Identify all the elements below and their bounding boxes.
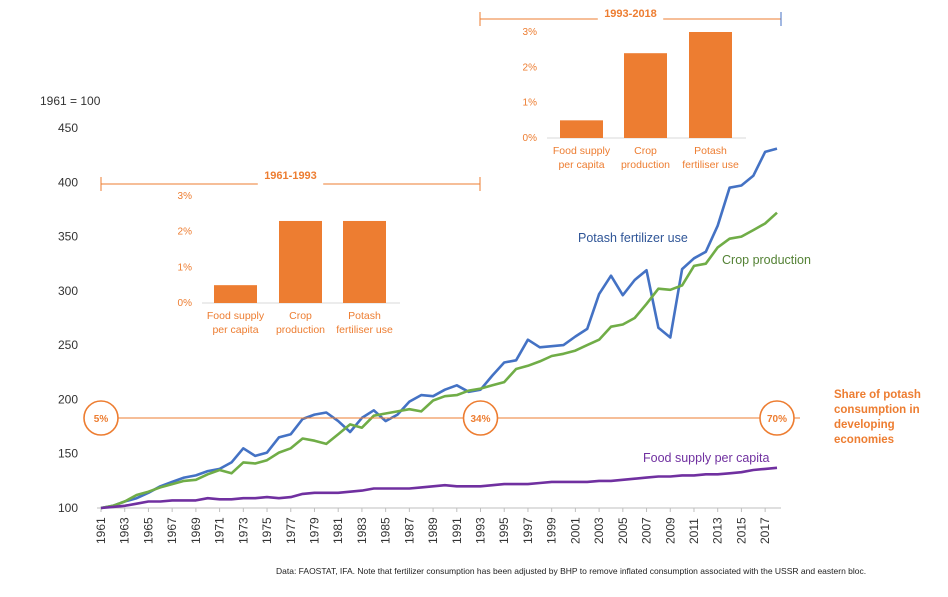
inset-bar <box>279 220 322 303</box>
inset-bar-label: Potash <box>694 145 727 157</box>
share-marker-label: 70% <box>767 414 787 425</box>
food-series-label: Food supply per capita <box>643 451 770 465</box>
share-marker-circle <box>462 400 499 436</box>
inset-bar-label: per capita <box>558 159 604 171</box>
x-tick-label: 1967 <box>165 517 179 544</box>
y-tick-label: 400 <box>58 175 78 189</box>
y-tick-label: 200 <box>58 392 78 406</box>
share-label: Share of potash <box>834 389 921 401</box>
share-label: consumption in <box>834 404 920 416</box>
food-supply-line <box>100 466 778 510</box>
inset-title-bg <box>597 10 664 24</box>
inset-bar-label: fertiliser use <box>336 324 393 336</box>
x-tick-label: 2015 <box>734 517 748 544</box>
y-tick-label: 350 <box>58 230 78 244</box>
x-tick-label: 1983 <box>355 517 369 544</box>
source-note: Data: FAOSTAT, IFA. Note that fertilizer… <box>276 566 867 576</box>
x-tick-label: 2017 <box>758 517 772 544</box>
x-tick-label: 1975 <box>260 517 274 544</box>
x-tick-label: 2005 <box>616 517 630 544</box>
inset-y-tick: 3% <box>178 191 193 202</box>
crop-production-line <box>100 211 778 510</box>
share-marker-circle <box>759 400 795 436</box>
y-axis-label: 1961 = 100 <box>40 94 101 108</box>
inset-y-tick: 1% <box>523 98 538 109</box>
inset-bar-label: Crop <box>289 310 312 322</box>
potash-series-label: Potash fertilizer use <box>578 231 688 245</box>
x-tick-label: 1985 <box>379 517 393 544</box>
share-label: developing <box>834 419 895 431</box>
inset-bar-label: per capita <box>212 324 258 336</box>
inset-bar <box>343 220 386 303</box>
inset-bar-label: Food supply <box>207 310 265 322</box>
share-marker-label: 34% <box>471 414 491 425</box>
inset-y-tick: 2% <box>523 62 538 73</box>
x-tick-label: 1993 <box>474 517 488 544</box>
inset-bar-label: Potash <box>348 310 381 322</box>
y-tick-label: 100 <box>58 501 78 515</box>
x-tick-label: 1961 <box>94 517 108 544</box>
inset-bar <box>689 32 732 138</box>
x-tick-label: 1997 <box>521 517 535 544</box>
inset-bar-label: Crop <box>634 145 657 157</box>
x-tick-label: 2001 <box>568 517 582 544</box>
x-tick-label: 1981 <box>331 517 345 544</box>
inset-title: 1961-1993 <box>264 170 317 182</box>
x-tick-label: 1987 <box>402 517 416 544</box>
y-tick-label: 450 <box>58 121 78 135</box>
inset-bar <box>560 120 603 138</box>
share-marker-label: 5% <box>94 414 109 425</box>
x-tick-label: 2009 <box>663 517 677 544</box>
x-tick-label: 2011 <box>687 518 701 544</box>
inset-bar-label: fertiliser use <box>682 159 739 171</box>
y-tick-label: 300 <box>58 284 78 298</box>
x-tick-label: 1969 <box>189 517 203 544</box>
x-tick-label: 2003 <box>592 517 606 544</box>
inset-y-tick: 0% <box>178 298 193 309</box>
inset-title-bg <box>257 175 324 189</box>
inset-bar-label: production <box>621 159 670 171</box>
crop-series-label: Crop production <box>722 253 811 267</box>
x-tick-label: 1977 <box>284 517 298 544</box>
x-tick-label: 1979 <box>307 517 321 544</box>
x-tick-label: 1991 <box>450 517 464 544</box>
x-tick-label: 1971 <box>213 517 227 544</box>
inset-y-tick: 0% <box>523 133 538 144</box>
inset-bar <box>624 53 667 139</box>
x-tick-label: 1995 <box>497 517 511 544</box>
inset-y-tick: 2% <box>178 227 193 238</box>
y-tick-label: 250 <box>58 338 78 352</box>
x-tick-label: 1965 <box>141 517 155 544</box>
inset-bar-label: production <box>276 324 325 336</box>
x-tick-label: 1963 <box>118 517 132 544</box>
inset-y-tick: 3% <box>523 27 538 38</box>
inset-bar-label: Food supply <box>553 145 611 157</box>
inset-bar <box>214 285 257 303</box>
potash-fertilizer-line <box>100 147 778 510</box>
x-tick-label: 2007 <box>640 517 654 544</box>
share-marker-circle <box>83 400 119 436</box>
x-tick-label: 1999 <box>545 517 559 544</box>
x-tick-label: 1973 <box>236 517 250 544</box>
share-label: economies <box>834 434 894 446</box>
inset-title: 1993-2018 <box>604 8 657 20</box>
x-tick-label: 2013 <box>711 517 725 544</box>
y-tick-label: 150 <box>58 447 78 461</box>
x-tick-label: 1989 <box>426 517 440 544</box>
inset-y-tick: 1% <box>178 262 193 273</box>
